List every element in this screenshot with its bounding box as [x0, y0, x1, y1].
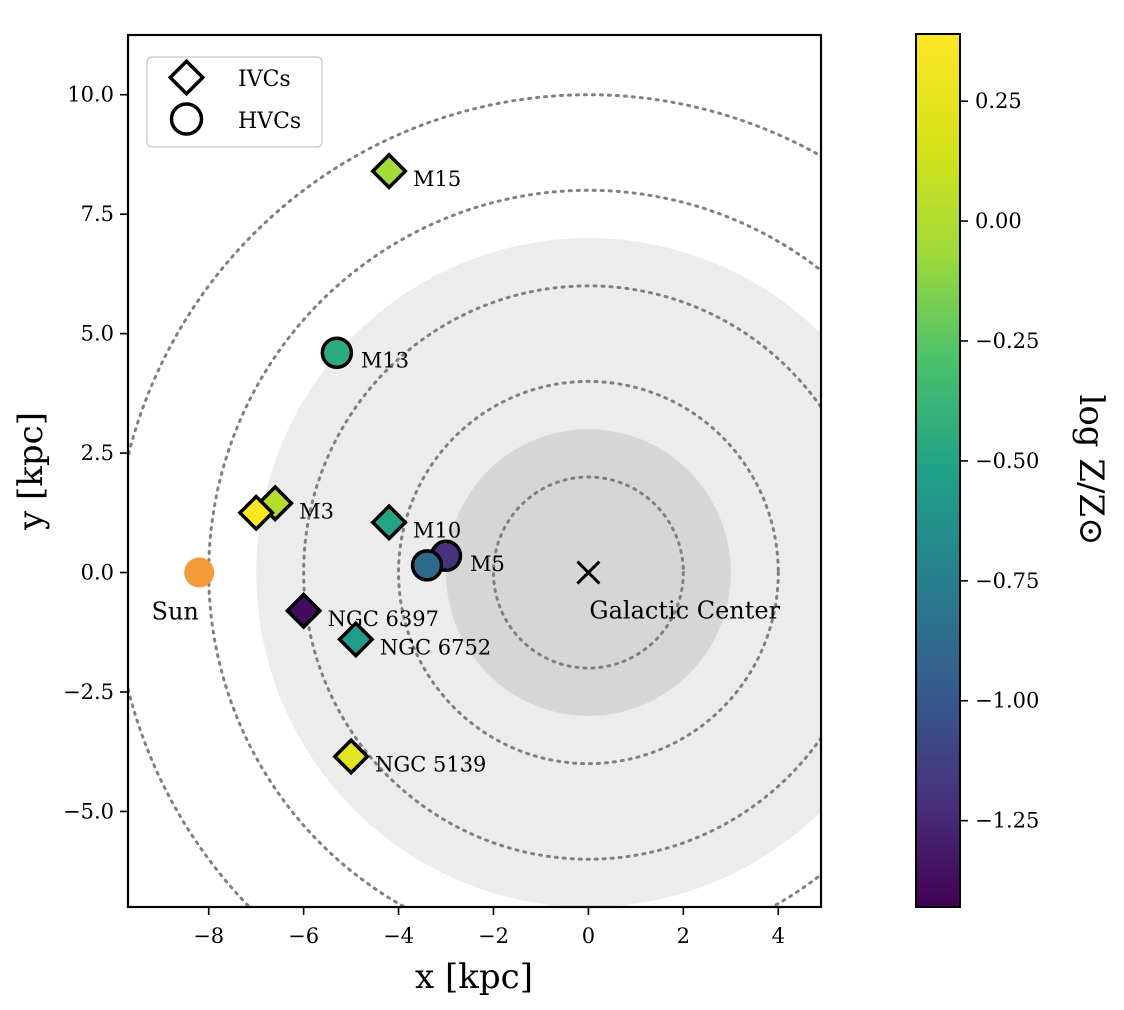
x-axis: −8 −6 −4 −2 0 2 4: [193, 907, 785, 948]
legend-label-hvcs: HVCs: [238, 109, 301, 134]
point-label-ngc-5139: NGC 5139: [375, 752, 486, 776]
x-tick-label: −8: [193, 924, 224, 948]
galactic-center-label: Galactic Center: [589, 597, 780, 625]
point-label-m3: M3: [299, 499, 334, 523]
y-tick-label: −5.0: [63, 799, 114, 823]
ivc-point-m15: [370, 152, 408, 190]
dotted-ring-2kpc: [491, 475, 685, 670]
hvc-point-unlabeled: [410, 549, 444, 582]
y-axis-label: y [kpc]: [11, 412, 51, 531]
annotations: Galactic Center Sun: [152, 557, 781, 626]
dotted-ring-4kpc: [397, 379, 780, 766]
ivc-point-m10: [370, 503, 408, 542]
colorbar-label: log Z/Z⊙: [1071, 394, 1111, 545]
dotted-ring-8kpc: [207, 188, 821, 907]
axes-frame: [126, 33, 823, 909]
point-label-ngc-6752: NGC 6752: [380, 635, 491, 659]
colorbar-tick-label: −1.00: [975, 689, 1039, 713]
colorbar-tick-label: −0.50: [975, 449, 1039, 473]
hvc-point-m13: [320, 336, 354, 369]
colorbar-tick-label: −0.25: [975, 329, 1039, 353]
x-tick-label: 4: [772, 924, 785, 948]
y-tick-label: 5.0: [81, 322, 114, 346]
point-label-m5: M5: [470, 552, 505, 576]
x-axis-label: x [kpc]: [415, 957, 533, 997]
dotted-ring-6kpc: [302, 284, 821, 861]
legend-diamond-marker: [167, 58, 206, 97]
colorbar-tick-label: −0.75: [975, 569, 1039, 593]
colorbar-tick-label: 0.25: [975, 89, 1022, 113]
ivc-point-unlabeled: [237, 494, 275, 532]
galactic-center-cross-stroke: [576, 560, 601, 585]
x-tick-label: −6: [288, 924, 319, 948]
colorbar-ticks: 0.25 0.00 −0.25 −0.50 −0.75 −1.00 −1.25: [960, 89, 1039, 833]
point-label-ngc-6397: NGC 6397: [328, 607, 439, 631]
y-tick-label: −2.5: [63, 680, 114, 704]
y-tick-label: 7.5: [81, 202, 114, 226]
legend: IVCs HVCs: [146, 56, 323, 148]
x-tick-label: 2: [677, 924, 690, 948]
colorbar-gradient: [915, 33, 961, 908]
legend-label-ivcs: IVCs: [238, 67, 291, 92]
plot-area: [128, 93, 821, 907]
y-tick-label: 2.5: [81, 441, 114, 465]
x-tick-label: 0: [582, 924, 595, 948]
x-tick-label: −2: [478, 924, 509, 948]
colorbar-tick-label: −1.25: [975, 809, 1039, 833]
ivc-point-ngc-6397: [284, 592, 323, 630]
sun-marker: [184, 557, 215, 588]
y-tick-label: 0.0: [81, 561, 114, 585]
orbit-rings: [128, 93, 821, 907]
legend-circle-marker: [169, 102, 204, 136]
ivc-point-ngc-5139: [332, 737, 370, 776]
y-axis: −5.0 −2.5 0.0 2.5 5.0 7.5 10.0: [63, 83, 128, 823]
sun-label: Sun: [152, 598, 199, 626]
cluster-points: M15 M13 M3 M10 M5 NGC 6397 NGC 6752 NGC 5139: [237, 152, 505, 776]
x-tick-label: −4: [383, 924, 414, 948]
colorbar-tick-label: 0.00: [975, 209, 1022, 233]
point-label-m15: M15: [413, 167, 461, 191]
point-label-m10: M10: [413, 518, 461, 542]
galactic-center-marker: [576, 560, 601, 585]
point-label-m13: M13: [361, 349, 409, 373]
y-tick-label: 10.0: [67, 83, 114, 107]
colorbar: 0.25 0.00 −0.25 −0.50 −0.75 −1.00 −1.25 log Z/…: [915, 33, 1111, 908]
ivc-point-ngc-6752: [337, 620, 375, 659]
